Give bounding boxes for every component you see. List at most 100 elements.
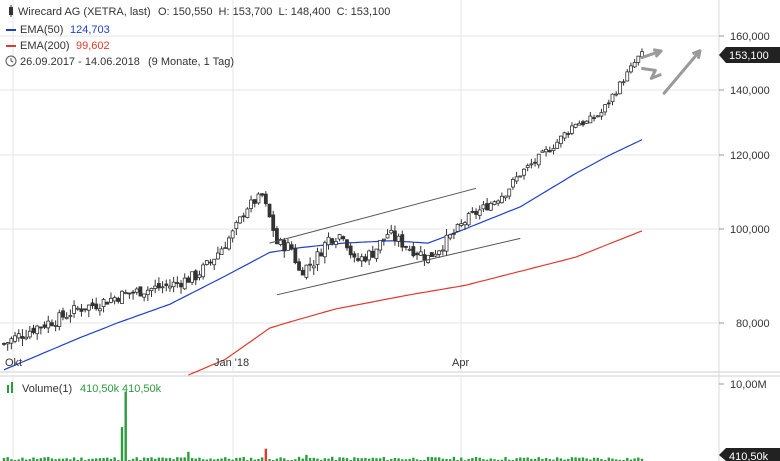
candle-up: [16, 333, 21, 339]
volume-bar: [519, 457, 522, 461]
candle-up: [190, 271, 194, 283]
volume-bar: [98, 458, 102, 461]
volume-bar: [209, 458, 212, 461]
volume-bar: [187, 451, 190, 461]
volume-bar: [401, 459, 404, 461]
volume-bar: [290, 459, 293, 461]
candle-up: [359, 256, 364, 262]
candle-up: [577, 122, 582, 126]
volume-bar: [10, 459, 13, 461]
volume-bar: [533, 458, 537, 461]
candle-up: [101, 299, 106, 307]
volume-bar: [430, 457, 433, 461]
y-tick-label: 120,000: [730, 150, 770, 162]
volume-bar: [522, 457, 526, 461]
volume-bar: [559, 458, 563, 461]
volume-bar: [585, 458, 588, 461]
candle-down: [275, 228, 279, 245]
candle-up: [278, 239, 283, 245]
candle-down: [241, 215, 246, 218]
forecast-arrow-up-head: [652, 48, 663, 58]
volume-bar: [548, 459, 552, 461]
volume-bar: [555, 457, 559, 461]
candle-up: [396, 235, 401, 242]
candle-up: [514, 176, 519, 182]
volume-bar: [530, 458, 533, 461]
forecast-arrow-zig: [641, 66, 662, 80]
volume-bar: [500, 459, 504, 461]
candle-down: [38, 326, 43, 329]
candle-up: [496, 200, 501, 204]
volume-bar: [367, 458, 371, 461]
candle-up: [311, 265, 316, 269]
volume-bar: [622, 459, 625, 461]
volume-bar: [227, 458, 231, 461]
candle-up: [24, 336, 29, 340]
candle-down: [20, 336, 25, 339]
candle-up: [334, 241, 338, 245]
volume-bar: [452, 456, 456, 461]
candle-down: [470, 211, 475, 213]
candle-down: [345, 239, 349, 249]
candle-down: [175, 282, 180, 284]
volume-bar: [113, 457, 116, 461]
candle-down: [452, 232, 456, 235]
legend-ohlc: O: 150,550 H: 153,700 L: 148,400 C: 153,…: [158, 6, 390, 18]
candle-up: [488, 202, 493, 211]
volume-bar: [633, 458, 636, 461]
y-tick-label: 80,000: [736, 318, 770, 330]
candle-down: [356, 258, 360, 261]
candle-up: [97, 308, 102, 312]
volume-bar: [131, 458, 135, 461]
volume-legend: Volume(1) 410,50k 410,50k 10,00M 410,50k: [7, 379, 780, 461]
candle-down: [127, 292, 132, 295]
candle-up: [588, 115, 593, 124]
candle-down: [592, 117, 596, 119]
candle-down: [61, 310, 65, 318]
candle-up: [621, 81, 626, 84]
candle-down: [138, 286, 143, 297]
volume-bar: [194, 458, 197, 461]
volume-bar: [614, 459, 618, 461]
volume-bar: [242, 457, 245, 461]
candle-down: [271, 214, 276, 231]
candle-down: [31, 327, 36, 334]
volume-bar: [496, 459, 500, 461]
candle-down: [293, 247, 298, 264]
y-axis: 160,000 140,000 120,000 100,000 80,000: [719, 31, 770, 330]
candle-up: [477, 209, 482, 216]
volume-badge-shape: [719, 448, 780, 461]
volume-bar: [327, 458, 330, 461]
candle-up: [13, 335, 17, 342]
candle-up: [522, 168, 526, 176]
candle-up: [459, 223, 464, 226]
candle-down: [415, 252, 419, 256]
clock-icon: [5, 55, 17, 67]
volume-bar: [353, 457, 356, 461]
candle-down: [404, 245, 408, 248]
candle-down: [400, 234, 405, 248]
candle-up: [448, 234, 453, 239]
candle-up: [499, 195, 504, 204]
candle-up: [492, 201, 497, 205]
volume-bar: [35, 459, 39, 461]
candle-up: [68, 315, 73, 317]
candle-up: [603, 104, 608, 113]
candle-up: [544, 148, 549, 153]
candle-up: [584, 120, 589, 124]
volume-bar: [43, 457, 46, 461]
volume-bar: [76, 459, 79, 461]
volume-bar: [17, 459, 20, 461]
volume-bar: [172, 459, 175, 461]
candle-up: [142, 293, 147, 298]
volume-bar: [268, 459, 271, 461]
candle-up: [86, 304, 91, 311]
candle-up: [256, 193, 261, 204]
volume-bar: [489, 458, 492, 461]
volume-bar: [474, 457, 478, 461]
candle-up: [204, 260, 209, 265]
volume-bar: [183, 457, 186, 461]
volume-bar: [449, 459, 452, 461]
candle-up: [109, 297, 113, 303]
volume-bar: [102, 457, 105, 461]
